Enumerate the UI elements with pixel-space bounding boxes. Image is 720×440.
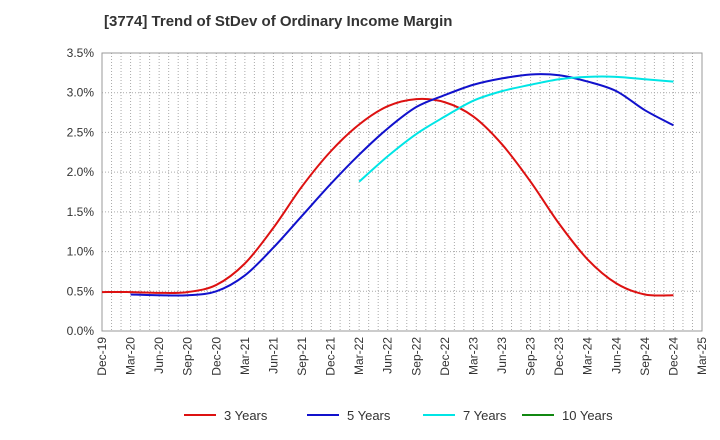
x-tick-label: Sep-20 (181, 337, 195, 376)
x-tick-label: Dec-23 (552, 337, 566, 376)
x-tick-label: Jun-24 (609, 337, 623, 374)
series-line-5-years (130, 73, 674, 297)
x-tick-label: Dec-20 (209, 337, 223, 376)
y-tick-label: 2.5% (67, 125, 95, 139)
plot-border (101, 52, 703, 332)
x-tick-label: Sep-21 (295, 337, 309, 376)
x-tick-label: Jun-23 (495, 337, 509, 374)
y-tick-label: 0.5% (67, 284, 95, 298)
y-tick-label: 3.5% (67, 46, 95, 60)
legend-label-10-years: 10 Years (562, 408, 613, 423)
y-tick-label: 0.0% (67, 324, 95, 338)
x-tick-label: Mar-22 (352, 337, 366, 375)
y-tick-label: 2.0% (67, 165, 95, 179)
x-tick-label: Mar-21 (238, 337, 252, 375)
y-tick-label: 1.0% (67, 245, 95, 259)
x-tick-label: Sep-23 (524, 337, 538, 376)
vertical-gridlines (111, 53, 693, 331)
x-tick-label: Mar-24 (581, 337, 595, 375)
horizontal-gridlines (102, 92, 702, 292)
legend: 3 Years 5 Years 7 Years 10 Years (184, 408, 613, 423)
y-axis-tick-labels: 0.0% 0.5% 1.0% 1.5% 2.0% 2.5% 3.0% 3.5% (67, 46, 95, 338)
x-tick-label: Dec-24 (666, 337, 680, 376)
chart-title: [3774] Trend of StDev of Ordinary Income… (104, 13, 453, 30)
x-tick-label: Dec-19 (95, 337, 109, 376)
x-tick-label: Dec-21 (324, 337, 338, 376)
x-axis-tick-labels: Dec-19 Mar-20 Jun-20 Sep-20 Dec-20 Mar-21 Jun-… (95, 337, 709, 376)
series-line-7-years (358, 75, 674, 183)
x-tick-label: Jun-22 (381, 337, 395, 374)
series-line-3-years (101, 97, 674, 297)
x-tick-label: Mar-20 (124, 337, 138, 375)
x-tick-label: Jun-21 (266, 337, 280, 374)
x-tick-label: Sep-22 (409, 337, 423, 376)
x-tick-label: Jun-20 (152, 337, 166, 374)
legend-label-3-years: 3 Years (224, 408, 268, 423)
x-tick-label: Sep-24 (638, 337, 652, 376)
x-tick-label: Mar-23 (466, 337, 480, 375)
legend-label-7-years: 7 Years (463, 408, 507, 423)
plot-area (102, 53, 702, 331)
y-tick-label: 1.5% (67, 205, 95, 219)
y-tick-label: 3.0% (67, 86, 95, 100)
x-tick-label: Mar-25 (695, 337, 709, 375)
legend-label-5-years: 5 Years (347, 408, 391, 423)
x-tick-label: Dec-22 (438, 337, 452, 376)
series-lines (101, 73, 674, 297)
